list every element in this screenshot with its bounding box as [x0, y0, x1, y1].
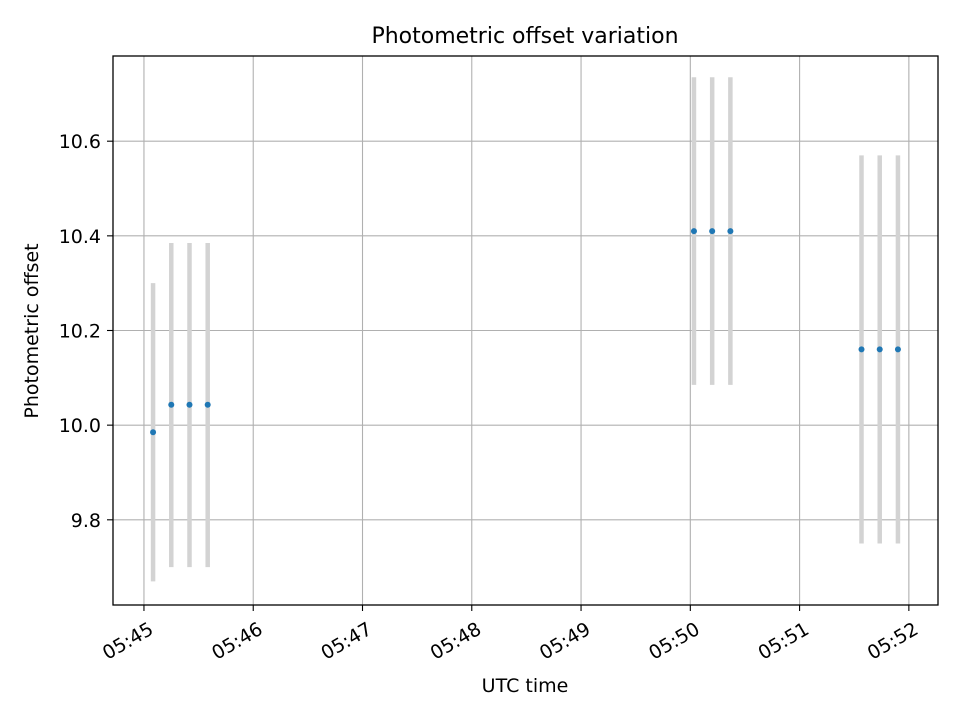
- y-axis-label: Photometric offset: [21, 243, 43, 418]
- data-point: [186, 401, 193, 408]
- data-point: [858, 346, 865, 353]
- data-point: [204, 401, 211, 408]
- x-axis-label: UTC time: [482, 675, 569, 697]
- chart-title: Photometric offset variation: [371, 24, 678, 49]
- data-points: [150, 228, 901, 436]
- data-point: [150, 429, 157, 436]
- y-tick-label: 10.0: [59, 415, 101, 437]
- data-point: [168, 401, 175, 408]
- y-tick-label: 10.4: [59, 226, 101, 248]
- data-point: [894, 346, 901, 353]
- grid: [113, 56, 938, 605]
- data-point: [876, 346, 883, 353]
- y-tick-label: 10.2: [59, 321, 101, 343]
- y-tick-label: 9.8: [71, 510, 101, 532]
- data-point: [690, 228, 697, 235]
- data-point: [727, 228, 734, 235]
- data-point: [709, 228, 716, 235]
- y-tick-label: 10.6: [59, 131, 101, 153]
